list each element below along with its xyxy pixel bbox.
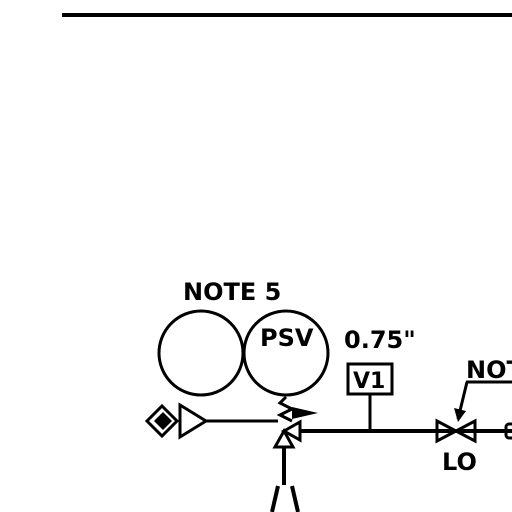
vent-tag-label: V1 [353, 369, 385, 394]
pipe-end-cap [504, 422, 512, 440]
instrument-bubble-psv [242, 309, 330, 397]
valve-position-label: LO [442, 448, 477, 476]
note-leader-arrowhead [454, 408, 466, 422]
diamond-icon [144, 403, 180, 439]
gate-valve-icon [435, 418, 477, 444]
psv-tag-label: PSV [260, 324, 314, 352]
instrument-bubble-left [157, 309, 245, 397]
note-right-label: NOT [466, 356, 512, 384]
note-5-label: NOTE 5 [183, 278, 281, 306]
triangle-arrow-icon [178, 402, 209, 440]
relief-valve-icon [270, 395, 318, 512]
pipe-size-label: 0.75" [344, 326, 416, 354]
